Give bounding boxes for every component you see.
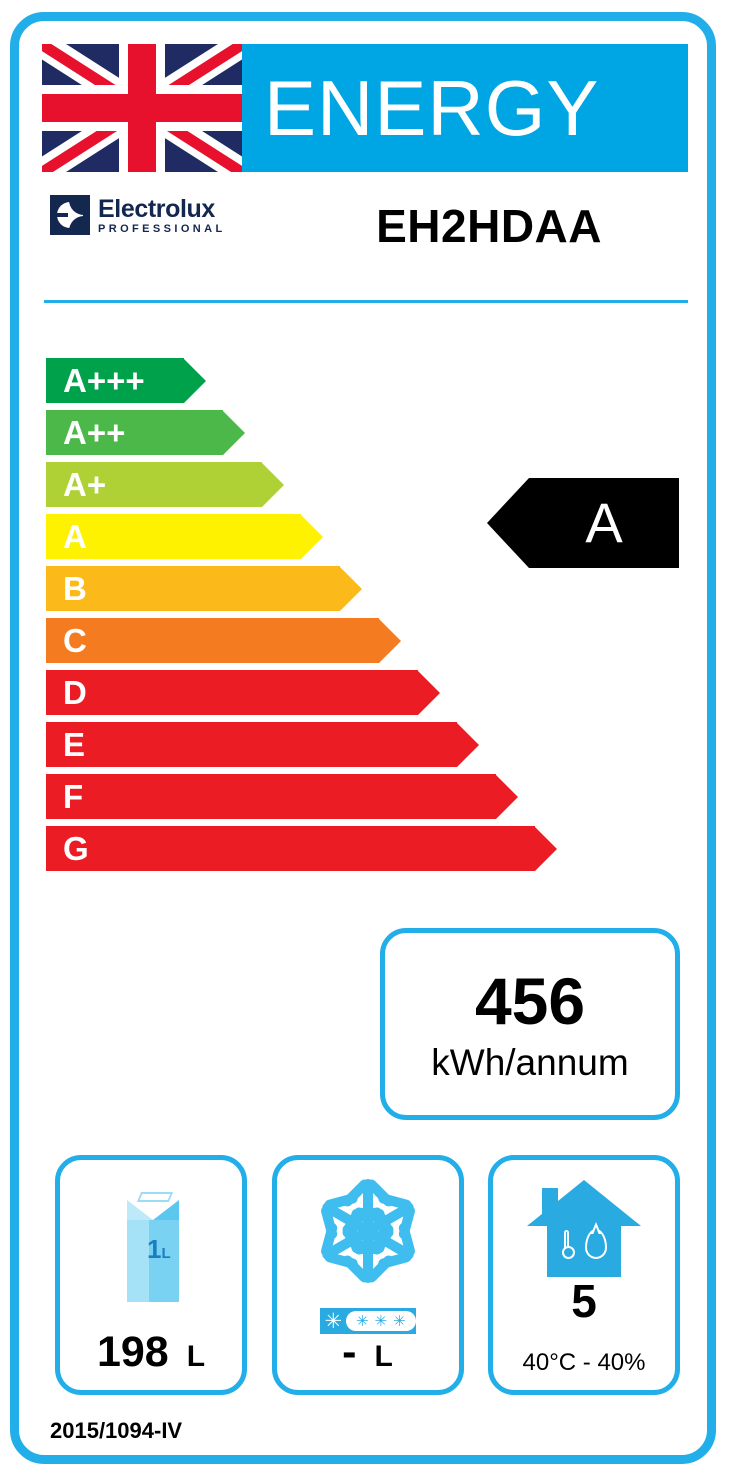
freezer-volume-unit: L	[374, 1340, 393, 1373]
brand-model-row: Electrolux PROFESSIONAL EH2HDAA	[42, 185, 688, 275]
regulation-reference: 2015/1094-IV	[50, 1418, 183, 1443]
rating-class-value: A	[585, 491, 623, 554]
consumption-value: 456	[474, 963, 586, 1038]
scale-bar-tip	[418, 670, 440, 715]
scale-bar-tip	[457, 722, 479, 767]
header-divider	[44, 300, 688, 303]
fridge-volume-value: 198	[96, 1328, 169, 1376]
milk-carton-icon: 1L	[103, 1174, 199, 1302]
climate-class-value: 5	[571, 1275, 597, 1327]
climate-conditions: 40°C - 40%	[522, 1349, 646, 1376]
scale-row: D	[46, 670, 546, 715]
scale-bar-tip	[223, 410, 245, 455]
frost-star-3: ✳	[392, 1311, 406, 1330]
scale-bar-tip	[262, 462, 284, 507]
water-droplet-icon	[585, 1222, 607, 1259]
scale-bar-tip	[379, 618, 401, 663]
electrolux-mark-icon	[50, 195, 90, 235]
scale-class-label: F	[63, 778, 84, 815]
scale-bar-tip	[496, 774, 518, 819]
frost-star-single: ✳	[324, 1308, 343, 1333]
freezer-volume-box: ✳ ✳ ✳ ✳ - L	[271, 1155, 464, 1395]
scale-bar-body	[46, 774, 496, 819]
annual-consumption-box: 456 kWh/annum	[380, 928, 680, 1120]
scale-class-label: A+++	[63, 362, 145, 399]
scale-bar-body	[46, 618, 379, 663]
scale-bar-body	[46, 358, 184, 403]
frost-star-1: ✳	[356, 1311, 369, 1330]
scale-class-label: G	[63, 830, 89, 867]
scale-bar-body	[46, 462, 262, 507]
scale-row: C	[46, 618, 546, 663]
energy-class-scale: A+++ A++ A+ A	[46, 358, 557, 878]
scale-class-label: A+	[63, 466, 107, 503]
scale-row: A+	[46, 462, 546, 507]
energy-title: ENERGY	[264, 64, 600, 152]
brand-subtitle: PROFESSIONAL	[98, 223, 226, 236]
scale-row: A++	[46, 410, 546, 455]
fridge-volume-unit: L	[186, 1340, 206, 1373]
carton-label-number: 1	[147, 1234, 162, 1264]
scale-bar-body	[46, 410, 223, 455]
scale-row: G	[46, 826, 557, 871]
scale-class-label: D	[63, 674, 87, 711]
model-name: EH2HDAA	[376, 200, 602, 252]
scale-row: F	[46, 774, 546, 819]
brand-logo: Electrolux PROFESSIONAL	[50, 195, 226, 235]
scale-row: A	[46, 514, 546, 559]
thermometer-icon	[562, 1230, 575, 1260]
scale-class-label: A++	[63, 414, 126, 451]
scale-row: E	[46, 722, 546, 767]
label-header: ENERGY	[42, 44, 688, 172]
rating-arrow-box: A	[529, 478, 679, 568]
scale-row: B	[46, 566, 546, 611]
carton-label-unit: L	[161, 1245, 171, 1262]
frost-star-rating-icon: ✳ ✳ ✳ ✳	[319, 1308, 416, 1334]
scale-class-label: B	[63, 570, 87, 607]
scale-row: A+++	[46, 358, 546, 403]
scale-bar-tip	[535, 826, 557, 871]
scale-class-label: A	[63, 518, 87, 555]
scale-bar-body	[46, 566, 340, 611]
freezer-volume-value: -	[342, 1328, 357, 1376]
scale-bar-tip	[340, 566, 362, 611]
frost-star-2: ✳	[374, 1311, 388, 1330]
frost-star-pill: ✳ ✳ ✳	[346, 1311, 416, 1331]
scale-bar-tip	[301, 514, 323, 559]
scale-bar-body	[46, 826, 535, 871]
uk-flag-icon	[42, 44, 242, 172]
snowflake-icon	[313, 1176, 423, 1286]
energy-banner: ENERGY	[242, 44, 688, 172]
consumption-unit: kWh/annum	[431, 1041, 629, 1083]
scale-bar-body	[46, 722, 457, 767]
house-climate-icon	[524, 1172, 644, 1280]
rating-arrow-point	[487, 478, 529, 568]
fridge-volume-box: 1L 198 L	[55, 1155, 247, 1395]
brand-name: Electrolux	[98, 195, 215, 223]
scale-bar-body	[46, 514, 301, 559]
climate-class-box: 5 40°C - 40%	[488, 1155, 680, 1395]
scale-bar-tip	[184, 358, 206, 403]
scale-class-label: E	[63, 726, 86, 763]
bottom-info-boxes: 1L 198 L	[55, 1155, 680, 1395]
scale-bar-body	[46, 670, 418, 715]
rating-arrow-icon: A	[487, 478, 679, 568]
scale-class-label: C	[63, 622, 87, 659]
